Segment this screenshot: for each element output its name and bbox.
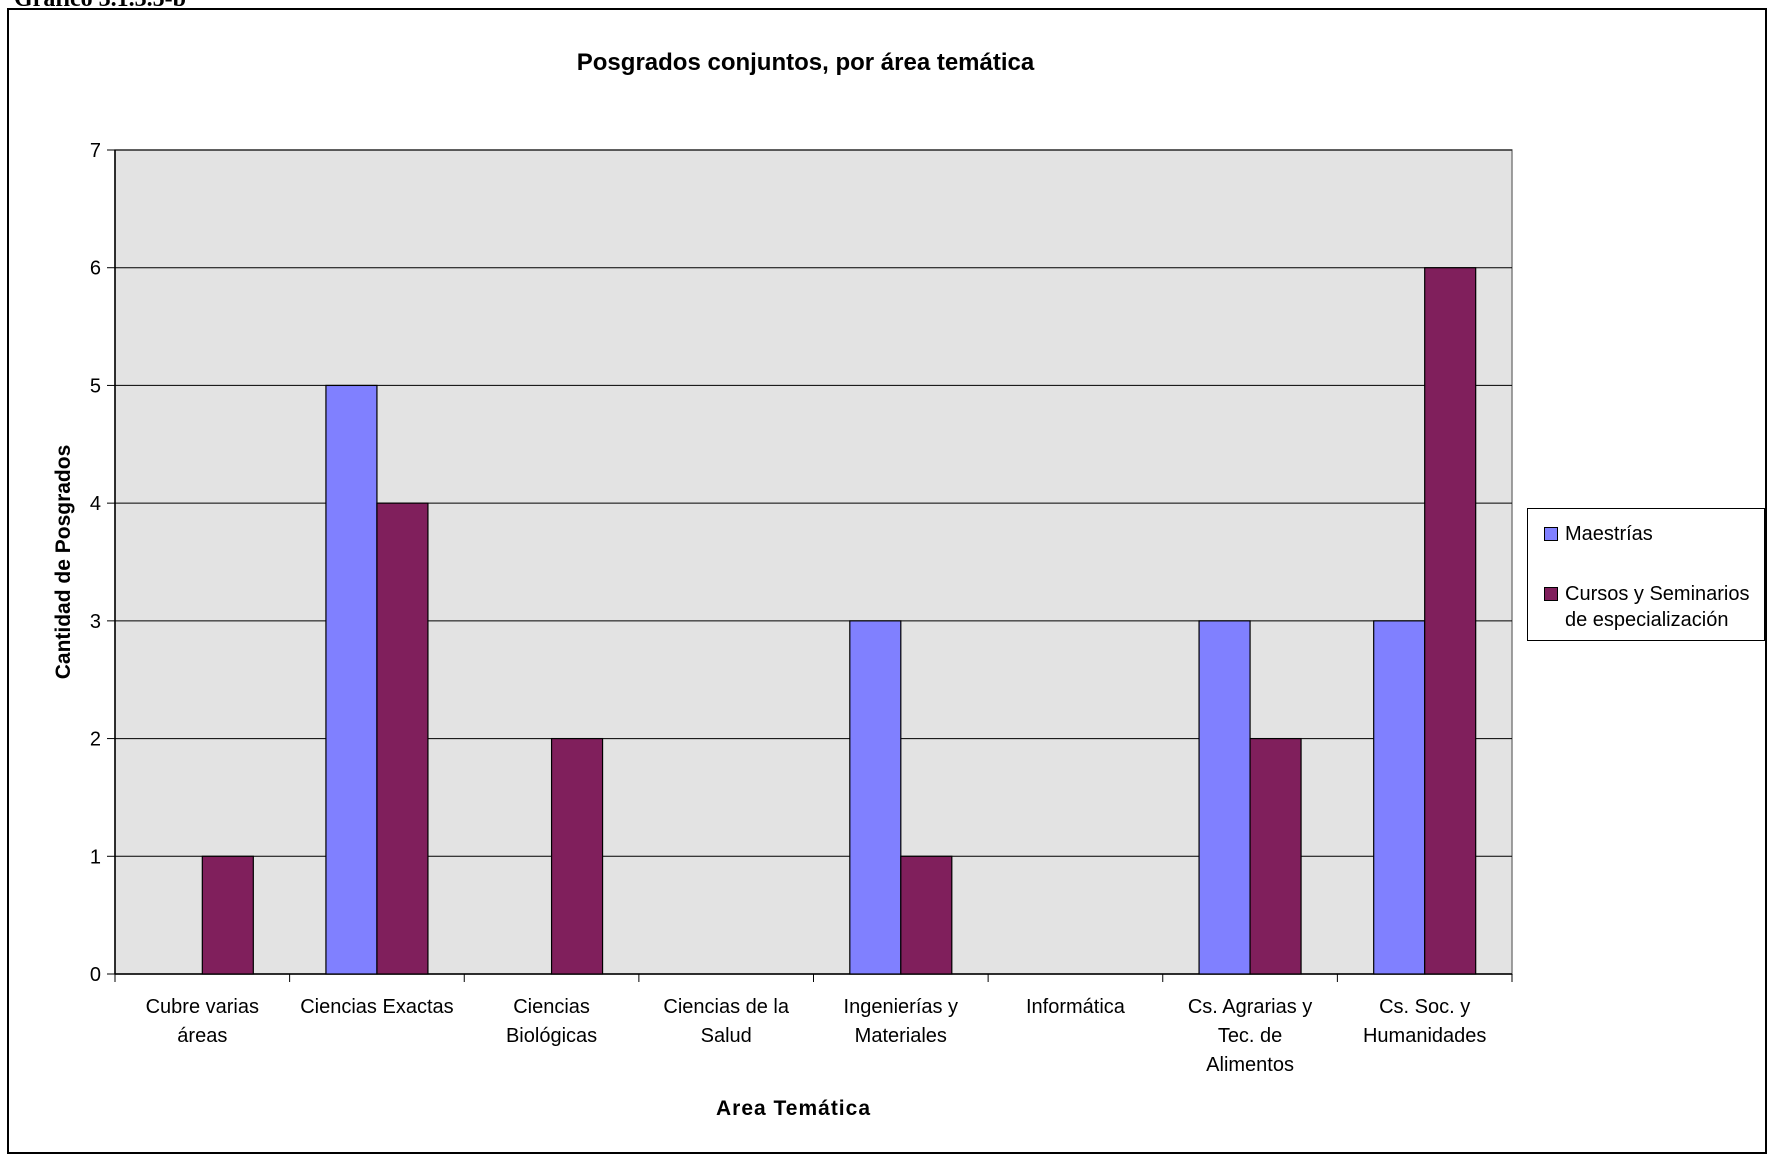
y-tick-label: 1: [90, 846, 101, 868]
legend-swatch-maestrias: [1544, 527, 1558, 541]
x-tick-label: Salud: [701, 1025, 752, 1047]
legend-label-cursos-line-1: Cursos y Seminarios: [1565, 583, 1750, 605]
chart-title: Posgrados conjuntos, por área temática: [577, 49, 1035, 76]
y-tick-label: 5: [90, 375, 101, 397]
x-axis-title: Area Temática: [716, 1097, 871, 1120]
legend-item-cursos: Cursos y Seminarios de especialización: [1544, 581, 1765, 633]
x-tick-label: Tec. de: [1218, 1025, 1282, 1047]
bar-cursos: [201, 855, 254, 975]
x-tick-label: Ciencias Exactas: [300, 996, 453, 1018]
x-tick-label: Cubre varias: [146, 996, 259, 1018]
x-tick-label: Cs. Soc. y: [1379, 996, 1470, 1018]
y-tick-label: 0: [90, 964, 101, 986]
legend-label-cursos-line-2: de especialización: [1565, 609, 1729, 631]
bar-maestrias: [1373, 620, 1426, 975]
y-tick-label: 2: [90, 729, 101, 751]
bar-cursos: [1249, 737, 1302, 975]
y-tick-label: 7: [90, 140, 101, 162]
x-tick-label: Alimentos: [1206, 1054, 1294, 1076]
x-tick-label: Materiales: [855, 1025, 947, 1047]
x-tick-label: áreas: [177, 1025, 227, 1047]
legend-label-maestrias: Maestrías: [1565, 523, 1653, 545]
bar-cursos: [900, 855, 953, 975]
plot-area: [114, 149, 1513, 975]
bar-cursos: [550, 737, 604, 975]
x-tick-label: Biológicas: [506, 1025, 597, 1047]
y-tick-label: 4: [90, 493, 101, 515]
x-tick-label: Informática: [1026, 996, 1126, 1018]
chart-legend: Maestrías Cursos y Seminarios de especia…: [1527, 508, 1765, 641]
x-tick-label: Ingenierías y: [844, 996, 959, 1018]
y-tick-label: 6: [90, 258, 101, 280]
bar-maestrias: [325, 384, 378, 975]
legend-swatch-cursos: [1544, 587, 1558, 601]
bar-maestrias: [1198, 620, 1251, 975]
bar-cursos: [376, 502, 429, 975]
y-axis-title: Cantidad de Posgrados: [52, 445, 75, 680]
x-tick-label: Ciencias de la: [663, 996, 790, 1018]
y-tick-label: 3: [90, 611, 101, 633]
x-tick-label: Humanidades: [1363, 1025, 1486, 1047]
legend-label-cursos: Cursos y Seminarios de especialización: [1565, 581, 1765, 633]
x-tick-label: Ciencias: [513, 996, 590, 1018]
x-tick-label: Cs. Agrarias y: [1188, 996, 1312, 1018]
bar-cursos: [1424, 267, 1477, 975]
bar-maestrias: [849, 620, 902, 975]
legend-item-maestrias: Maestrías: [1544, 521, 1765, 547]
